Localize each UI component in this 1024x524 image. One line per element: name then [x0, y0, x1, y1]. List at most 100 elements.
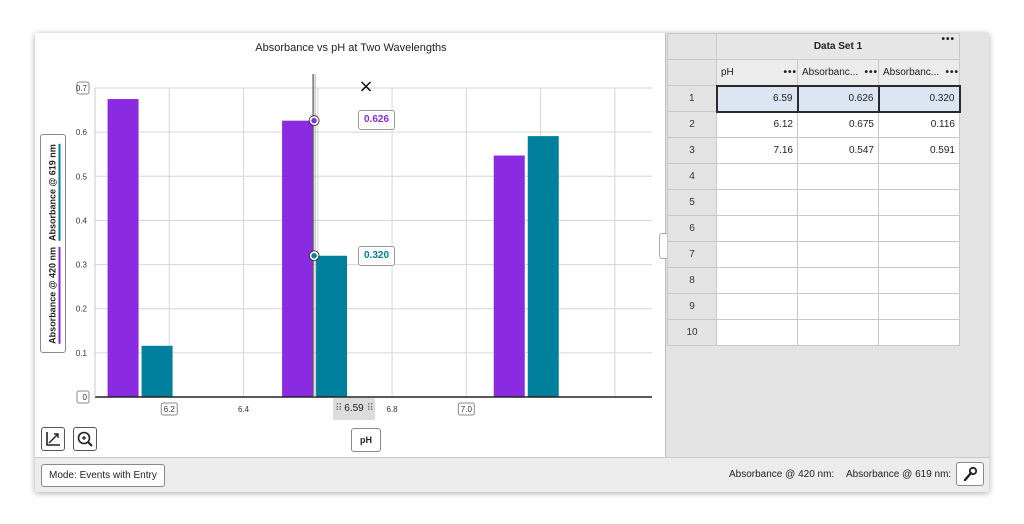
y-tick-label-box — [76, 81, 90, 95]
bar — [282, 120, 314, 397]
table-row: 3 7.16 0.547 0.591 — [667, 137, 960, 164]
graph-pane: Absorbance vs pH at Two Wavelengths 0 0.1… — [35, 33, 671, 457]
table-cell[interactable] — [716, 189, 798, 216]
x-cursor[interactable] — [308, 74, 320, 397]
table-row: 7 — [667, 241, 960, 268]
close-cursor-icon[interactable]: × — [358, 76, 373, 97]
table-row: 5 — [667, 189, 960, 216]
cursor-x-value: 6.59 — [344, 403, 364, 414]
tools-button[interactable] — [956, 462, 984, 486]
table-corner — [667, 33, 717, 60]
table-cell[interactable]: 0.591 — [878, 137, 960, 164]
autoscale-button[interactable] — [41, 427, 65, 451]
table-cell[interactable] — [797, 189, 879, 216]
table-cell[interactable] — [878, 319, 960, 346]
x-tick-labels: 6.2 6.4 6.8 7.0 — [160, 402, 475, 416]
table-cell[interactable] — [716, 241, 798, 268]
table-cell[interactable] — [716, 319, 798, 346]
row-index[interactable]: 4 — [667, 163, 717, 190]
table-cell[interactable] — [716, 267, 798, 294]
grip-left-icon: ⠿ — [335, 403, 342, 414]
x-tick-label-box — [160, 402, 178, 416]
column-menu-icon[interactable]: ••• — [945, 66, 959, 78]
y-tick-label-box — [76, 390, 90, 404]
table-cell[interactable] — [716, 293, 798, 320]
table-cell[interactable]: 6.59 — [715, 84, 799, 113]
table-cell[interactable] — [797, 241, 879, 268]
table-row: 4 — [667, 163, 960, 190]
status-bar: Mode: Events with Entry Absorbance @ 420… — [35, 457, 989, 492]
row-index[interactable]: 7 — [667, 241, 717, 268]
column-header-abs420[interactable]: Absorbanc... ••• — [797, 59, 879, 86]
dataset-title-cell: Data Set 1 ••• — [716, 33, 960, 60]
x-axis-title-button[interactable]: pH — [351, 428, 381, 452]
table-cell[interactable] — [878, 241, 960, 268]
table-cell[interactable]: 0.626 — [796, 84, 880, 113]
table-cell[interactable]: 0.116 — [878, 111, 960, 138]
bars — [107, 99, 559, 398]
table-cell[interactable]: 7.16 — [716, 137, 798, 164]
column-header-label: Absorbanc... — [802, 66, 859, 78]
x-tick-label-box — [457, 402, 475, 416]
dataset-title: Data Set 1 — [813, 41, 863, 52]
column-menu-icon[interactable]: ••• — [783, 66, 797, 78]
column-header-label: pH — [721, 66, 734, 78]
table-cell[interactable] — [878, 163, 960, 190]
row-index[interactable]: 10 — [667, 319, 717, 346]
mode-button[interactable]: Mode: Events with Entry — [41, 464, 165, 487]
row-index[interactable]: 8 — [667, 267, 717, 294]
data-table-pane: Data Set 1 ••• pH ••• Absorbanc... ••• Abs… — [667, 33, 989, 457]
table-row: 2 6.12 0.675 0.116 — [667, 111, 960, 138]
chart-title: Absorbance vs pH at Two Wavelengths — [255, 42, 447, 54]
grip-right-icon: ⠿ — [366, 403, 374, 414]
axes-autoscale-icon — [46, 432, 60, 446]
row-index[interactable]: 2 — [667, 111, 717, 138]
table-cell[interactable] — [878, 215, 960, 242]
header-index-cell — [667, 59, 717, 86]
cursor-value-series2-text: 0.320 — [364, 250, 390, 261]
table-cell[interactable] — [797, 319, 879, 346]
zoom-button[interactable] — [73, 427, 97, 451]
table-cell[interactable] — [716, 163, 798, 190]
y-axis-label-420: Absorbance @ 420 nm — [47, 247, 61, 344]
wrench-icon — [963, 466, 978, 482]
bar — [141, 345, 173, 397]
y-tick-labels: 0 0.1 0.2 0.3 0.4 0.5 0.6 0.7 — [76, 81, 90, 404]
cursor-point-ring — [308, 250, 320, 262]
row-index[interactable]: 5 — [667, 189, 717, 216]
table-cell[interactable] — [797, 293, 879, 320]
cursor-value-series1-text: 0.626 — [364, 114, 390, 125]
table-cell[interactable] — [878, 293, 960, 320]
x-axis-title: pH — [360, 435, 372, 445]
row-index[interactable]: 9 — [667, 293, 717, 320]
x-tick-label: 6.8 — [387, 405, 399, 414]
cursor-drag-handle[interactable]: ⠿ 6.59 ⠿ — [333, 398, 375, 420]
table-cell[interactable] — [878, 267, 960, 294]
column-header-abs619[interactable]: Absorbanc... ••• — [878, 59, 960, 86]
cursor-point-ring — [308, 115, 320, 127]
y-tick-label: 0.2 — [76, 305, 88, 314]
dataset-menu-icon[interactable]: ••• — [941, 34, 955, 45]
y-axis-label-button[interactable]: Absorbance @ 420 nm Absorbance @ 619 nm — [40, 134, 66, 353]
table-cell[interactable]: 0.320 — [877, 84, 961, 113]
x-tick-label: 7.0 — [461, 405, 473, 414]
table-cell[interactable] — [797, 215, 879, 242]
data-table: Data Set 1 ••• pH ••• Absorbanc... ••• Abs… — [667, 33, 961, 346]
table-cell[interactable] — [878, 189, 960, 216]
table-cell[interactable]: 0.547 — [797, 137, 879, 164]
column-header-ph[interactable]: pH ••• — [716, 59, 798, 86]
table-cell[interactable]: 6.12 — [716, 111, 798, 138]
table-cell[interactable]: 0.675 — [797, 111, 879, 138]
table-cell[interactable] — [716, 215, 798, 242]
table-cell[interactable] — [797, 163, 879, 190]
column-menu-icon[interactable]: ••• — [864, 66, 878, 78]
table-row: 10 — [667, 319, 960, 346]
table-row: 6 — [667, 215, 960, 242]
bar — [316, 255, 348, 397]
row-index[interactable]: 1 — [667, 85, 717, 112]
row-index[interactable]: 3 — [667, 137, 717, 164]
readout-619-label: Absorbance @ 619 nm: — [846, 469, 952, 480]
y-axis-label-619: Absorbance @ 619 nm — [47, 144, 61, 241]
row-index[interactable]: 6 — [667, 215, 717, 242]
table-cell[interactable] — [797, 267, 879, 294]
